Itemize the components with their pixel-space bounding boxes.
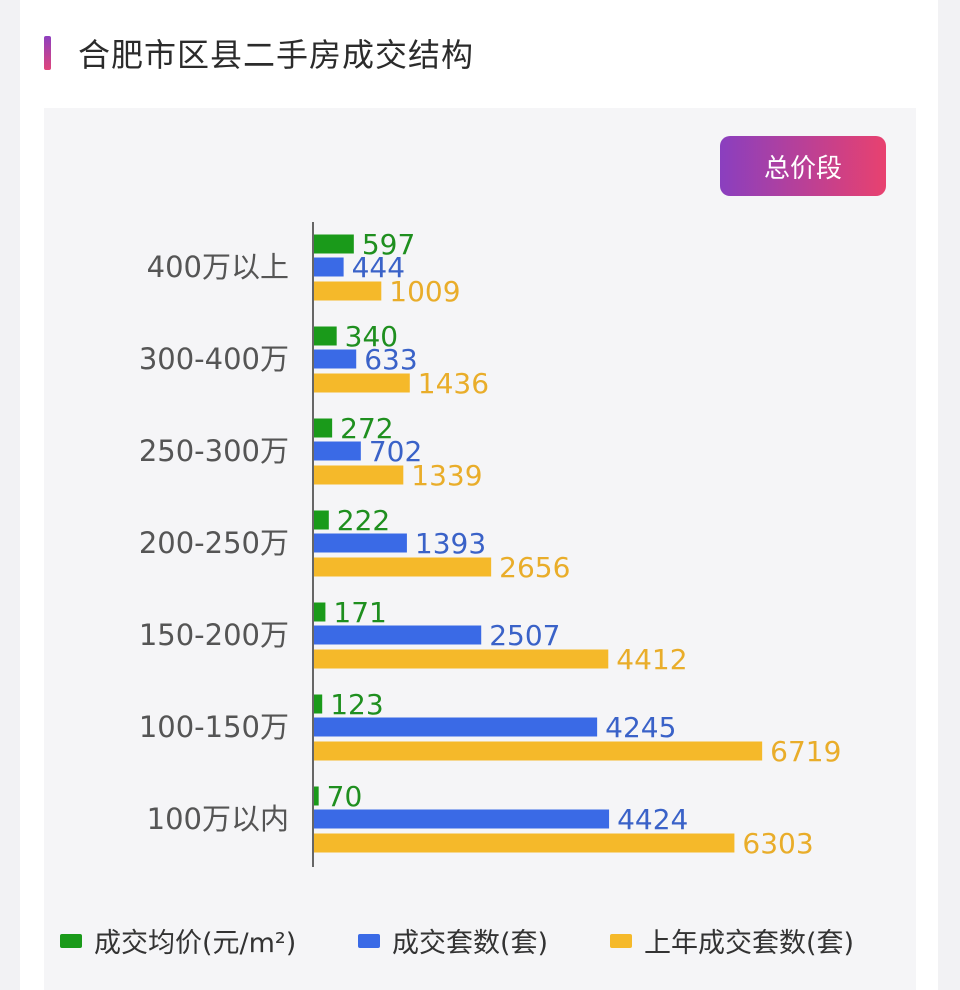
legend-swatch-last_year [610,934,632,948]
data-label-deals: 2507 [489,619,560,652]
bar-avg_price [314,694,323,714]
bar-avg_price [314,602,326,622]
category-label: 250-300万 [139,434,289,468]
bar-last_year [314,281,382,301]
data-label-last_year: 2656 [499,551,570,584]
bar-last_year [314,557,492,577]
category-label: 300-400万 [139,342,289,376]
bar-avg_price [314,418,333,438]
bar-last_year [314,741,763,761]
data-label-avg_price: 171 [333,596,386,629]
bar-avg_price [314,786,319,806]
data-label-deals: 444 [352,251,405,284]
category-label: 400万以上 [147,250,289,284]
bar-last_year [314,833,735,853]
data-label-avg_price: 597 [362,228,415,261]
bar-last_year [314,373,410,393]
legend-swatch-avg_price [60,934,82,948]
legend-swatch-deals [358,934,380,948]
bar-deals [314,441,361,461]
data-label-last_year: 1009 [389,275,460,308]
data-label-avg_price: 222 [337,504,390,537]
data-label-avg_price: 70 [327,780,363,813]
data-label-last_year: 1339 [411,459,482,492]
data-label-deals: 1393 [415,527,486,560]
bar-last_year [314,465,404,485]
category-label: 100-150万 [139,710,289,744]
legend-label-last_year: 上年成交套数(套) [644,928,854,959]
data-label-deals: 633 [364,343,417,376]
data-label-deals: 4245 [605,711,676,744]
legend-label-avg_price: 成交均价(元/m²) [94,928,296,959]
bar-avg_price [314,326,337,346]
page-title: 合肥市区县二手房成交结构 [78,36,475,74]
bar-avg_price [314,234,354,254]
bar-last_year [314,649,609,669]
data-label-avg_price: 340 [345,320,398,353]
data-label-deals: 702 [369,435,422,468]
legend-label-deals: 成交套数(套) [392,928,548,959]
bar-avg_price [314,510,329,530]
data-label-deals: 4424 [617,803,688,836]
total-price-segment-badge[interactable]: 总价段 [720,136,886,196]
data-label-last_year: 6719 [770,735,841,768]
bar-deals [314,809,610,829]
bar-deals [314,349,357,369]
category-label: 100万以内 [147,802,289,836]
category-label: 200-250万 [139,526,289,560]
data-label-last_year: 4412 [616,643,687,676]
bar-deals [314,257,344,277]
category-label: 150-200万 [139,618,289,652]
bar-deals [314,717,598,737]
data-label-avg_price: 272 [340,412,393,445]
title-accent-bar [44,36,51,70]
data-label-last_year: 6303 [742,827,813,860]
data-label-avg_price: 123 [330,688,383,721]
bar-deals [314,533,407,553]
data-label-last_year: 1436 [418,367,489,400]
bar-deals [314,625,482,645]
